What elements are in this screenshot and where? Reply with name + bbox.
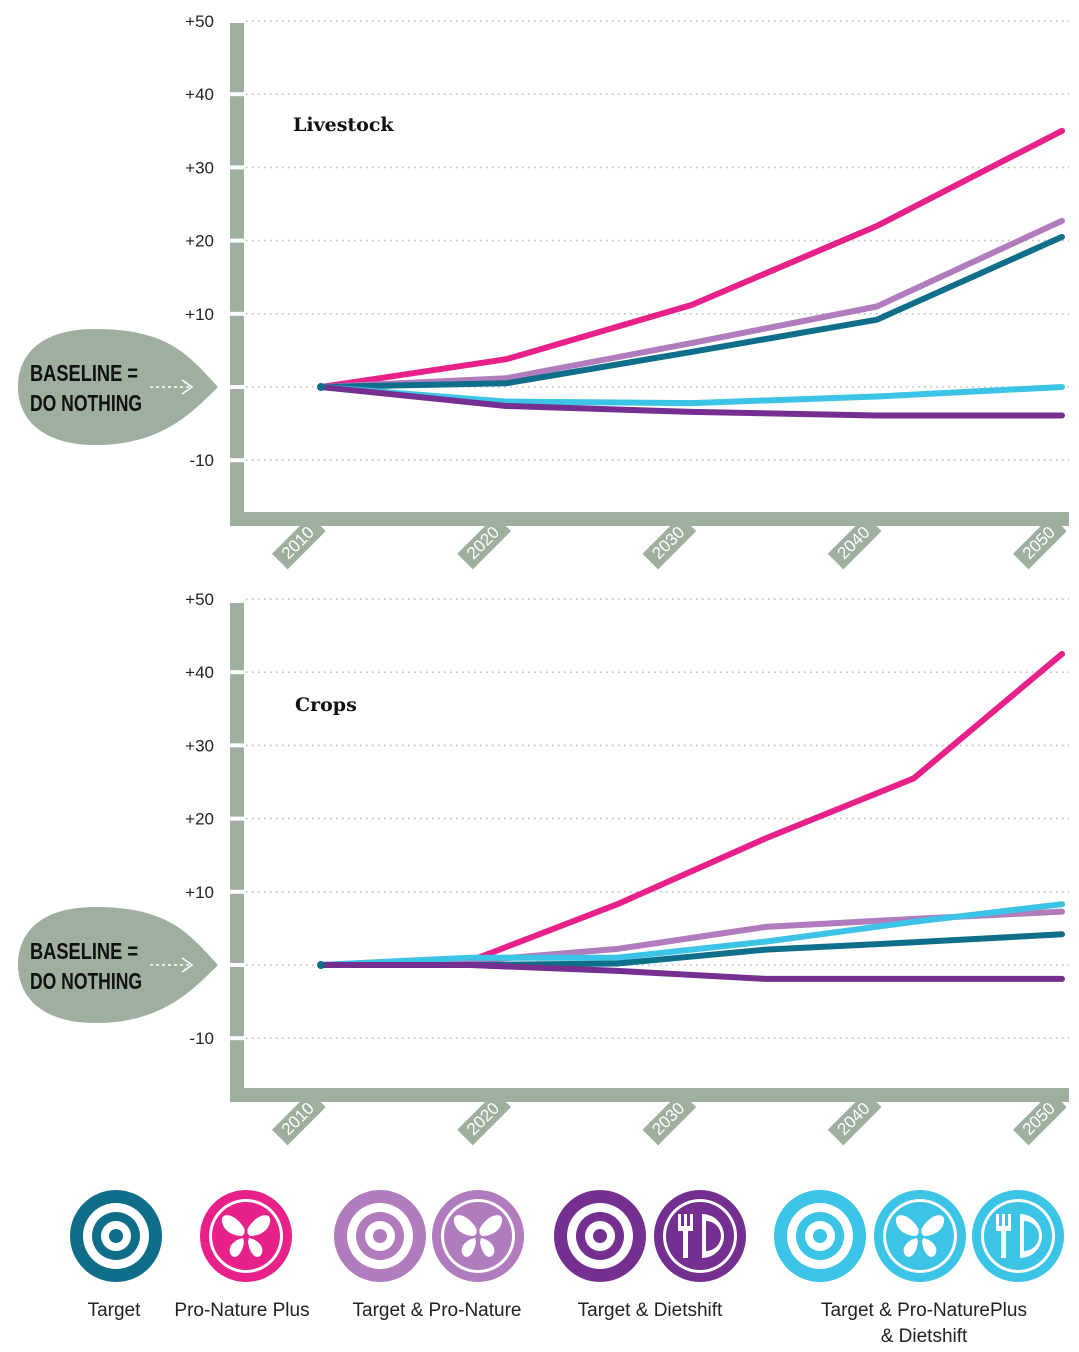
x-tick-tab — [827, 1091, 882, 1146]
y-tick-label: +20 — [185, 232, 214, 251]
y-axis-notch — [229, 385, 245, 389]
legend-label: Target — [88, 1300, 142, 1321]
x-axis — [230, 512, 1069, 526]
series-line-target_dietshift — [318, 384, 1065, 419]
legend-label: Target & Pro-NaturePlus — [821, 1300, 1027, 1321]
x-tick-tab — [642, 515, 697, 570]
y-axis-notch — [229, 597, 245, 601]
y-tick-label: +50 — [185, 12, 214, 31]
legend-item: Target & Dietshift — [554, 1190, 746, 1321]
legend-item: Target — [70, 1190, 162, 1321]
y-tick-label: -10 — [189, 451, 214, 470]
y-axis — [230, 603, 244, 1100]
y-axis-notch — [229, 743, 245, 748]
x-tick-tab — [457, 515, 511, 570]
x-tick-tab — [1013, 515, 1067, 570]
legend-item: Target & Pro-NaturePlus & Dietshift — [774, 1190, 1064, 1347]
y-axis — [230, 20, 244, 524]
legend-label: Target & Dietshift — [578, 1300, 723, 1321]
legend-item: Target & Pro-Nature — [334, 1190, 524, 1321]
x-tick-tab — [1013, 1091, 1067, 1146]
baseline-label-line-1: BASELINE = — [30, 360, 138, 386]
baseline-label-line-1: BASELINE = — [30, 938, 138, 964]
x-axis — [230, 1088, 1069, 1102]
x-tick-tab — [272, 515, 326, 570]
plate-icon — [654, 1190, 746, 1282]
y-tick-label: +50 — [185, 590, 214, 609]
legend-label: Pro-Nature Plus — [174, 1300, 309, 1321]
y-tick-label: +30 — [185, 158, 214, 177]
y-tick-label: +10 — [185, 883, 214, 902]
panel-title: Livestock — [293, 114, 394, 136]
y-axis-notch — [229, 670, 245, 675]
butterfly-icon — [200, 1190, 292, 1282]
y-tick-label: +10 — [185, 305, 214, 324]
legend-label: Target & Pro-Nature — [353, 1300, 522, 1321]
baseline-label-line-2: DO NOTHING — [30, 390, 142, 416]
plate-icon — [972, 1190, 1064, 1282]
series-line-target_dietshift — [318, 962, 1065, 982]
y-axis-notch — [229, 963, 245, 967]
y-tick-label: +30 — [185, 736, 214, 755]
y-tick-label: -10 — [189, 1029, 214, 1048]
callout-arrow-head — [181, 957, 194, 973]
series-origin-point — [317, 961, 325, 969]
y-tick-label: +40 — [185, 663, 214, 682]
x-tick-label-group: 2010 — [272, 1091, 326, 1146]
y-tick-label: +40 — [185, 85, 214, 104]
series-line-pro_nature_plus — [318, 127, 1065, 390]
butterfly-icon — [432, 1190, 524, 1282]
y-axis-notch — [229, 92, 245, 97]
y-axis-notch — [229, 19, 245, 23]
target-icon — [554, 1190, 646, 1282]
y-axis-notch — [229, 889, 245, 894]
y-axis-notch — [229, 1036, 245, 1041]
x-tick-tab — [642, 1091, 697, 1146]
callout-arrow-head — [181, 379, 194, 395]
y-axis-notch — [229, 458, 245, 463]
x-tick-tab — [272, 1091, 326, 1146]
series-line-target_pro_natureplus_dietshift — [318, 901, 1065, 968]
legend-label: & Dietshift — [881, 1326, 968, 1347]
legend-item: Pro-Nature Plus — [174, 1190, 310, 1321]
target-icon — [774, 1190, 866, 1282]
y-tick-label: +20 — [185, 810, 214, 829]
butterfly-icon — [874, 1190, 966, 1282]
panel-title: Crops — [295, 694, 357, 716]
legend: Target Pro-Nature Plus Target & Pro-Nature… — [70, 1190, 1064, 1347]
y-axis-notch — [229, 311, 245, 316]
baseline-callout — [18, 329, 218, 445]
x-tick-tab — [827, 515, 882, 570]
baseline-label-line-2: DO NOTHING — [30, 968, 142, 994]
series-line-target — [318, 233, 1065, 390]
y-axis-notch — [229, 816, 245, 821]
baseline-callout — [18, 907, 218, 1023]
series-line-target_pro_nature — [318, 217, 1065, 390]
x-tick-tab — [457, 1091, 511, 1146]
y-axis-notch — [229, 238, 245, 243]
series-origin-point — [317, 383, 325, 391]
y-axis-notch — [229, 165, 245, 170]
target-icon — [70, 1190, 162, 1282]
target-icon — [334, 1190, 426, 1282]
